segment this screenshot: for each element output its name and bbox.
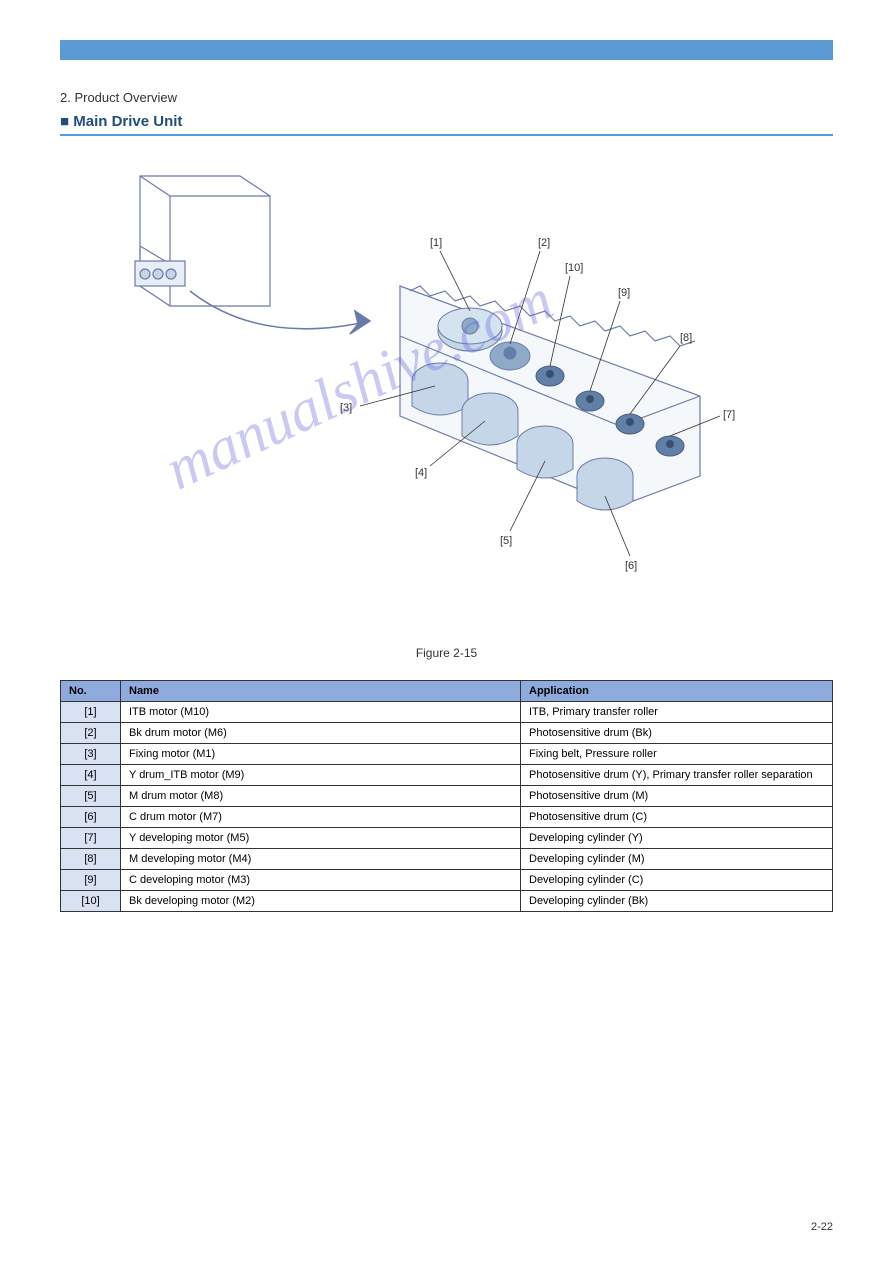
row-app: ITB, Primary transfer roller [521, 702, 833, 723]
row-app: Photosensitive drum (Y), Primary transfe… [521, 765, 833, 786]
row-no: [2] [61, 723, 121, 744]
callout-5: [5] [500, 535, 512, 547]
col-name: Name [121, 681, 521, 702]
row-name: M drum motor (M8) [121, 786, 521, 807]
row-name: Y developing motor (M5) [121, 828, 521, 849]
callout-10: [10] [565, 262, 583, 274]
callout-3: [3] [340, 402, 352, 414]
figure-caption: Figure 2-15 [60, 646, 833, 660]
row-no: [8] [61, 849, 121, 870]
row-name: ITB motor (M10) [121, 702, 521, 723]
row-app: Photosensitive drum (Bk) [521, 723, 833, 744]
col-no: No. [61, 681, 121, 702]
row-app: Photosensitive drum (M) [521, 786, 833, 807]
table-row: [2]Bk drum motor (M6)Photosensitive drum… [61, 723, 833, 744]
callout-8: [8] [680, 332, 692, 344]
row-app: Developing cylinder (M) [521, 849, 833, 870]
page-number: 2-22 [811, 1221, 833, 1233]
header-bar [60, 40, 833, 60]
table-row: [8]M developing motor (M4)Developing cyl… [61, 849, 833, 870]
table-row: [4]Y drum_ITB motor (M9)Photosensitive d… [61, 765, 833, 786]
row-no: [9] [61, 870, 121, 891]
row-no: [7] [61, 828, 121, 849]
table-row: [7]Y developing motor (M5)Developing cyl… [61, 828, 833, 849]
row-no: [4] [61, 765, 121, 786]
callout-2: [2] [538, 237, 550, 249]
row-no: [3] [61, 744, 121, 765]
section-title: ■ Main Drive Unit [60, 113, 833, 136]
row-name: Y drum_ITB motor (M9) [121, 765, 521, 786]
table-row: [5]M drum motor (M8)Photosensitive drum … [61, 786, 833, 807]
table-row: [6]C drum motor (M7)Photosensitive drum … [61, 807, 833, 828]
row-name: M developing motor (M4) [121, 849, 521, 870]
callout-9: [9] [618, 287, 630, 299]
table-row: [3]Fixing motor (M1)Fixing belt, Pressur… [61, 744, 833, 765]
table-row: [1]ITB motor (M10)ITB, Primary transfer … [61, 702, 833, 723]
table-row: [10]Bk developing motor (M2)Developing c… [61, 891, 833, 912]
row-no: [1] [61, 702, 121, 723]
callout-7: [7] [723, 409, 735, 421]
row-name: Fixing motor (M1) [121, 744, 521, 765]
row-name: Bk drum motor (M6) [121, 723, 521, 744]
table-row: [9]C developing motor (M3)Developing cyl… [61, 870, 833, 891]
technical-drawing: [1] [2] [3] [4] [5] [6] [7] [8] [9] [10] [60, 146, 833, 626]
row-name: C drum motor (M7) [121, 807, 521, 828]
row-no: [10] [61, 891, 121, 912]
row-name: C developing motor (M3) [121, 870, 521, 891]
row-app: Developing cylinder (Y) [521, 828, 833, 849]
col-app: Application [521, 681, 833, 702]
parts-table: No. Name Application [1]ITB motor (M10)I… [60, 680, 833, 912]
callout-6: [6] [625, 560, 637, 572]
row-app: Photosensitive drum (C) [521, 807, 833, 828]
callout-4: [4] [415, 467, 427, 479]
row-no: [5] [61, 786, 121, 807]
row-name: Bk developing motor (M2) [121, 891, 521, 912]
row-app: Developing cylinder (C) [521, 870, 833, 891]
callout-1: [1] [430, 237, 442, 249]
chapter-title: 2. Product Overview [60, 90, 833, 105]
row-app: Developing cylinder (Bk) [521, 891, 833, 912]
row-app: Fixing belt, Pressure roller [521, 744, 833, 765]
row-no: [6] [61, 807, 121, 828]
figure-container: [1] [2] [3] [4] [5] [6] [7] [8] [9] [10] [60, 146, 833, 626]
